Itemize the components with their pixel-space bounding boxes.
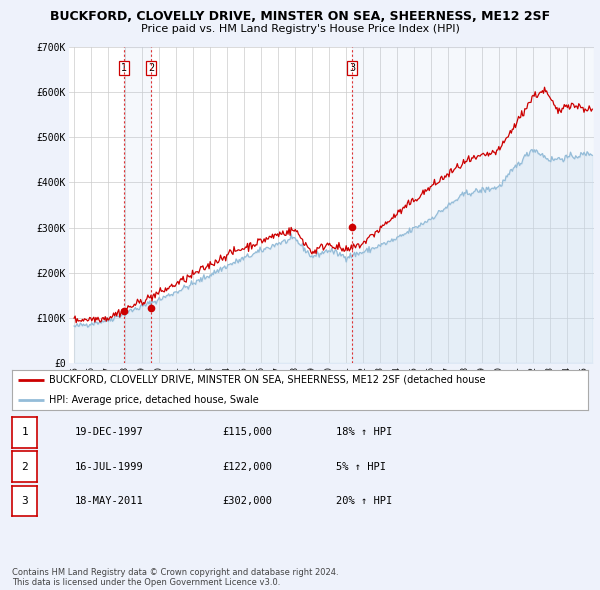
Text: 18-MAY-2011: 18-MAY-2011 xyxy=(75,496,144,506)
Text: 18% ↑ HPI: 18% ↑ HPI xyxy=(336,428,392,437)
Text: 3: 3 xyxy=(21,496,28,506)
Text: HPI: Average price, detached house, Swale: HPI: Average price, detached house, Swal… xyxy=(49,395,259,405)
Text: 2: 2 xyxy=(21,462,28,471)
Text: 16-JUL-1999: 16-JUL-1999 xyxy=(75,462,144,471)
Text: 19-DEC-1997: 19-DEC-1997 xyxy=(75,428,144,437)
Text: £115,000: £115,000 xyxy=(222,428,272,437)
Text: 1: 1 xyxy=(121,63,127,73)
Text: 5% ↑ HPI: 5% ↑ HPI xyxy=(336,462,386,471)
Text: 1: 1 xyxy=(21,428,28,437)
Text: £302,000: £302,000 xyxy=(222,496,272,506)
Bar xyxy=(124,47,151,363)
Text: Contains HM Land Registry data © Crown copyright and database right 2024.: Contains HM Land Registry data © Crown c… xyxy=(12,568,338,577)
Text: £122,000: £122,000 xyxy=(222,462,272,471)
Text: 2: 2 xyxy=(148,63,154,73)
Text: 20% ↑ HPI: 20% ↑ HPI xyxy=(336,496,392,506)
Text: This data is licensed under the Open Government Licence v3.0.: This data is licensed under the Open Gov… xyxy=(12,578,280,588)
Bar xyxy=(352,47,594,363)
Text: 3: 3 xyxy=(349,63,355,73)
Text: BUCKFORD, CLOVELLY DRIVE, MINSTER ON SEA, SHEERNESS, ME12 2SF (detached house: BUCKFORD, CLOVELLY DRIVE, MINSTER ON SEA… xyxy=(49,375,486,385)
Text: BUCKFORD, CLOVELLY DRIVE, MINSTER ON SEA, SHEERNESS, ME12 2SF: BUCKFORD, CLOVELLY DRIVE, MINSTER ON SEA… xyxy=(50,10,550,23)
Text: Price paid vs. HM Land Registry's House Price Index (HPI): Price paid vs. HM Land Registry's House … xyxy=(140,25,460,34)
